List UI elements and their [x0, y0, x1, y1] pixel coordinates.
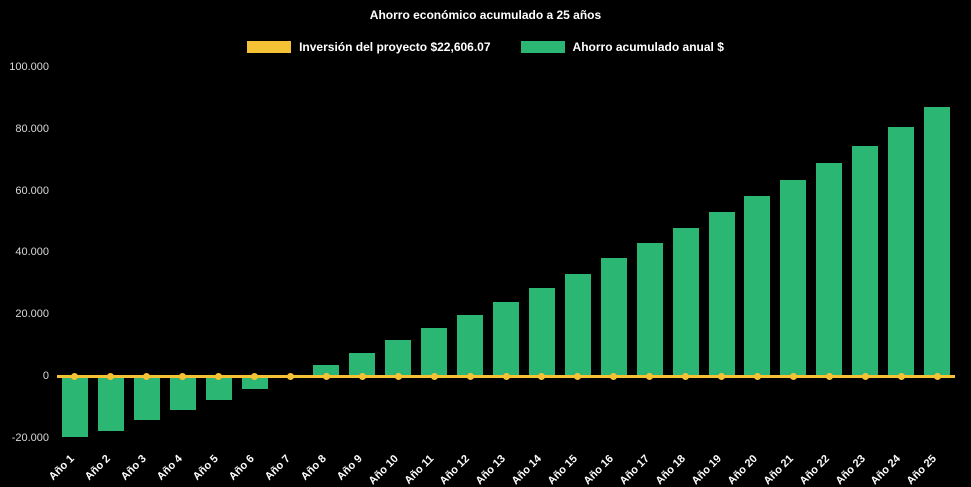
- investment-point[interactable]: [825, 372, 833, 380]
- x-axis-label: Año 12: [437, 452, 473, 487]
- x-axis-label: Año 8: [298, 452, 329, 483]
- legend-label-investment: Inversión del proyecto $22,606.07: [299, 40, 491, 54]
- investment-point[interactable]: [394, 372, 402, 380]
- bar-año-10[interactable]: [385, 340, 412, 376]
- x-axis-label: Año 18: [653, 452, 688, 487]
- bar-año-11[interactable]: [421, 327, 448, 376]
- investment-point[interactable]: [286, 372, 294, 380]
- y-axis-label: -20.000: [11, 431, 49, 444]
- legend-item-savings[interactable]: Ahorro acumulado anual $: [520, 40, 724, 54]
- x-axis-label: Año 16: [581, 452, 617, 487]
- bar-año-24[interactable]: [888, 126, 915, 376]
- investment-point[interactable]: [502, 372, 510, 380]
- bar-año-23[interactable]: [852, 146, 879, 376]
- legend-swatch-investment-icon: [247, 41, 292, 53]
- x-axis-label: Año 5: [190, 452, 221, 483]
- x-axis-label: Año 20: [725, 452, 760, 487]
- x-axis-label: Año 21: [761, 452, 796, 487]
- legend-label-savings: Ahorro acumulado anual $: [572, 40, 724, 54]
- chart-title: Ahorro económico acumulado a 25 años: [369, 8, 602, 22]
- investment-point[interactable]: [861, 372, 869, 380]
- investment-point[interactable]: [251, 372, 259, 380]
- investment-point[interactable]: [933, 372, 941, 380]
- y-axis-label: 100.000: [9, 61, 49, 73]
- bar-año-4[interactable]: [169, 376, 196, 410]
- bar-año-15[interactable]: [564, 274, 591, 376]
- x-axis-label: Año 22: [797, 452, 832, 487]
- bar-año-19[interactable]: [708, 211, 735, 376]
- x-axis-label: Año 7: [262, 452, 293, 483]
- x-axis-label: Año 17: [617, 452, 652, 487]
- y-axis-label: 80.000: [15, 122, 49, 135]
- bar-año-1[interactable]: [61, 376, 88, 438]
- bar-año-14[interactable]: [528, 287, 555, 376]
- bar-año-6[interactable]: [241, 376, 268, 389]
- investment-point[interactable]: [718, 372, 726, 380]
- x-axis-label: Año 13: [473, 452, 509, 487]
- x-axis-label: Año 6: [226, 452, 257, 483]
- investment-point[interactable]: [322, 372, 330, 380]
- bar-año-2[interactable]: [97, 376, 124, 432]
- bar-año-25[interactable]: [924, 107, 951, 376]
- bar-año-21[interactable]: [780, 180, 807, 376]
- investment-point[interactable]: [430, 372, 438, 380]
- investment-point[interactable]: [682, 372, 690, 380]
- investment-point[interactable]: [179, 372, 187, 380]
- legend-item-investment[interactable]: Inversión del proyecto $22,606.07: [247, 40, 491, 54]
- investment-point[interactable]: [789, 372, 797, 380]
- bar-año-16[interactable]: [600, 258, 627, 376]
- x-axis-label: Año 23: [833, 452, 868, 487]
- investment-point[interactable]: [71, 372, 79, 380]
- y-axis-label: 0: [42, 370, 49, 382]
- investment-point[interactable]: [646, 372, 654, 380]
- investment-point[interactable]: [897, 372, 905, 380]
- x-axis-label: Año 1: [47, 452, 78, 483]
- x-axis-label: Año 4: [154, 452, 185, 483]
- legend-swatch-savings-icon: [520, 41, 565, 53]
- investment-point[interactable]: [538, 372, 546, 380]
- bar-año-18[interactable]: [672, 227, 699, 376]
- investment-point[interactable]: [753, 372, 761, 380]
- bar-año-5[interactable]: [205, 376, 232, 400]
- legend: Inversión del proyecto $22,606.07 Ahorro…: [0, 40, 971, 54]
- bar-año-20[interactable]: [744, 196, 771, 376]
- x-axis-label: Año 24: [868, 452, 904, 487]
- bar-año-8[interactable]: [313, 365, 340, 376]
- investment-point[interactable]: [358, 372, 366, 380]
- y-axis-label: 20.000: [15, 308, 49, 321]
- x-axis-label: Año 3: [118, 452, 150, 483]
- investment-point[interactable]: [107, 372, 115, 380]
- investment-point[interactable]: [143, 372, 151, 380]
- plot-area: 100.000 80.000 60.000 40.000 20.000 0 -20.000 A…: [9, 61, 955, 487]
- x-axis-label: Año 15: [545, 452, 581, 487]
- bar-año-17[interactable]: [636, 242, 663, 376]
- y-axis-label: 40.000: [15, 246, 49, 259]
- bar-año-9[interactable]: [349, 352, 376, 376]
- x-axis-label: Año 11: [402, 452, 437, 487]
- bar-año-3[interactable]: [133, 376, 160, 421]
- x-axis-label: Año 14: [509, 452, 545, 487]
- bar-año-22[interactable]: [816, 163, 843, 376]
- x-axis-label: Año 10: [366, 452, 401, 487]
- investment-point[interactable]: [610, 372, 618, 380]
- investment-point[interactable]: [466, 372, 474, 380]
- investment-point[interactable]: [574, 372, 582, 380]
- x-axis-label: Año 9: [334, 452, 365, 483]
- x-axis-label: Año 19: [689, 452, 724, 487]
- x-axis-label: Año 25: [904, 452, 940, 487]
- bar-año-12[interactable]: [457, 314, 484, 376]
- investment-point[interactable]: [215, 372, 223, 380]
- y-axis-label: 60.000: [15, 184, 49, 197]
- x-axis-label: Año 2: [83, 452, 114, 483]
- bar-año-13[interactable]: [493, 301, 519, 376]
